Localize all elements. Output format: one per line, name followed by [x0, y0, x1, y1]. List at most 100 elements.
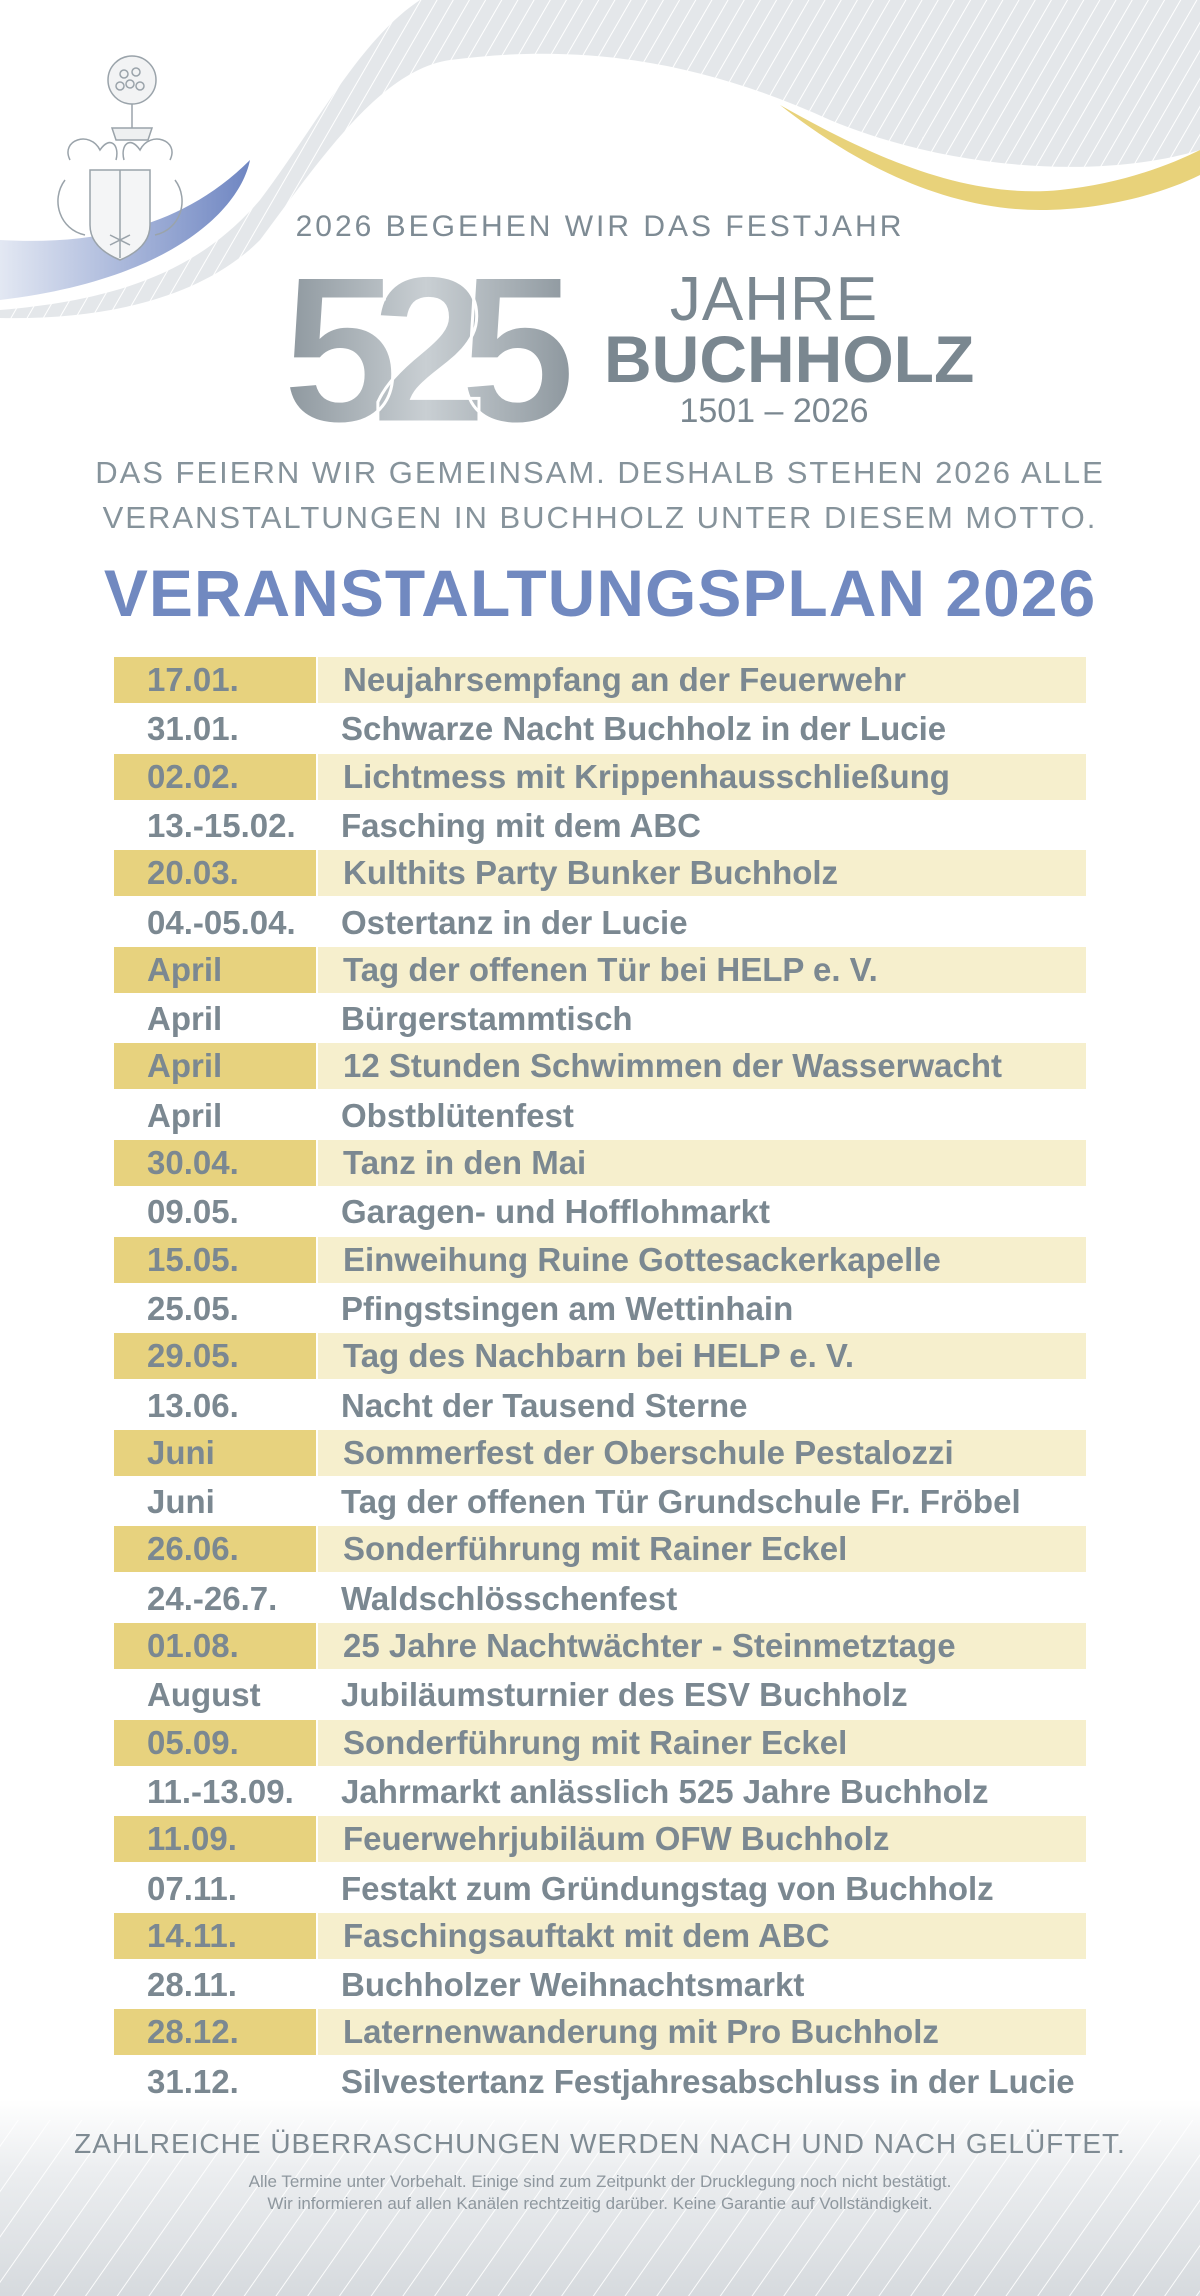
event-row: 02.02. Lichtmess mit Krippenhausschließun… [114, 753, 1086, 800]
event-row: 17.01. Neujahrsempfang an der Feuerwehr [114, 657, 1086, 703]
event-date: 28.11. [147, 1966, 237, 2004]
event-row: 11.09. Feuerwehrjubiläum OFW Buchholz [114, 1816, 1086, 1863]
event-row: 01.08. 25 Jahre Nachtwächter - Steinmetzt… [114, 1622, 1086, 1669]
event-row: 28.12. Laternenwanderung mit Pro Buchholz [114, 2009, 1086, 2056]
event-title: Sommerfest der Oberschule Pestalozzi [318, 1429, 1086, 1476]
event-row: Juni Sommerfest der Oberschule Pestalozzi [114, 1429, 1086, 1476]
event-title: Silvestertanz Festjahresabschluss in der… [341, 2062, 1075, 2100]
logo-years: 1501 – 2026 [679, 392, 869, 430]
event-row: 24.-26.7. Waldschlösschenfest [114, 1575, 1086, 1623]
event-row: 31.01. Schwarze Nacht Buchholz in der Luc… [114, 705, 1086, 753]
surprise-banner: ZAHLREICHE ÜBERRASCHUNGEN WERDEN NACH UN… [74, 2128, 1126, 2159]
event-date: 13.-15.02. [147, 807, 296, 845]
header-wave-decoration [0, 0, 1200, 319]
event-title: Fasching mit dem ABC [341, 807, 701, 845]
event-title: Sonderführung mit Rainer Eckel [318, 1526, 1086, 1573]
event-title: Tag der offenen Tür bei HELP e. V. [318, 946, 1086, 993]
event-row: April Obstblütenfest [114, 1092, 1086, 1140]
event-date: 17.01. [114, 657, 316, 703]
event-date: 24.-26.7. [147, 1579, 278, 1617]
event-date: 05.09. [114, 1719, 316, 1766]
event-title: Laternenwanderung mit Pro Buchholz [318, 2009, 1086, 2056]
logo-525-icon: 525 [280, 262, 580, 432]
event-date: 02.02. [114, 753, 316, 800]
event-row: August Jubiläumsturnier des ESV Buchholz [114, 1671, 1086, 1719]
event-row: 31.12. Silvestertanz Festjahresabschluss … [114, 2058, 1086, 2106]
event-list: 17.01. Neujahrsempfang an der Feuerwehr 31… [114, 657, 1086, 2106]
event-title: Ostertanz in der Lucie [341, 903, 688, 941]
event-date: Juni [114, 1429, 316, 1476]
event-title: Sonderführung mit Rainer Eckel [318, 1719, 1086, 1766]
event-row: April 12 Stunden Schwimmen der Wasserwach… [114, 1043, 1086, 1090]
festjahr-subtitle: 2026 BEGEHEN WIR DAS FESTJAHR [295, 210, 905, 243]
event-title: Pfingstsingen am Wettinhain [341, 1290, 794, 1327]
event-date: 25.05. [147, 1290, 239, 1327]
event-row: April Tag der offenen Tür bei HELP e. V. [114, 946, 1086, 993]
event-row: 30.04. Tanz in den Mai [114, 1139, 1086, 1186]
event-date: 11.09. [114, 1816, 316, 1863]
event-row: 13.06. Nacht der Tausend Sterne [114, 1381, 1086, 1429]
event-title: Garagen- und Hofflohmarkt [341, 1193, 771, 1231]
event-row: 15.05. Einweihung Ruine Gottesackerkapell… [114, 1236, 1086, 1283]
coat-of-arms-icon [57, 55, 183, 261]
event-row: 13.-15.02. Fasching mit dem ABC [114, 802, 1086, 850]
event-title: 25 Jahre Nachtwächter - Steinmetztage [318, 1622, 1086, 1669]
event-title: Jahrmarkt anlässlich 525 Jahre Buchholz [341, 1772, 989, 1810]
event-row: 07.11. Festakt zum Gründungstag von Buchh… [114, 1864, 1086, 1912]
event-row: 28.11. Buchholzer Weihnachtsmarkt [114, 1961, 1086, 2009]
event-date: 14.11. [114, 1912, 316, 1959]
event-row: 26.06. Sonderführung mit Rainer Eckel [114, 1526, 1086, 1573]
event-date: 28.12. [114, 2009, 316, 2056]
event-title: Waldschlösschenfest [341, 1579, 678, 1617]
event-title: Einweihung Ruine Gottesackerkapelle [318, 1236, 1086, 1283]
event-title: Tag des Nachbarn bei HELP e. V. [318, 1333, 1086, 1380]
event-date: 13.06. [147, 1386, 239, 1424]
event-title: Faschingsauftakt mit dem ABC [318, 1912, 1086, 1959]
event-date: Juni [147, 1483, 215, 1521]
disclaimer-line-2: Wir informieren auf allen Kanälen rechtz… [267, 2194, 933, 2213]
page-title: VERANSTALTUNGSPLAN 2026 [103, 556, 1097, 630]
event-date: 31.12. [147, 2062, 239, 2100]
event-title: 12 Stunden Schwimmen der Wasserwacht [318, 1043, 1086, 1090]
event-row: 29.05. Tag des Nachbarn bei HELP e. V. [114, 1333, 1086, 1380]
event-date: 07.11. [147, 1869, 237, 1907]
event-title: Obstblütenfest [341, 1096, 574, 1134]
footer-stripe-decoration [0, 2100, 1200, 2296]
event-date: August [147, 1676, 261, 1714]
event-title: Bürgerstammtisch [341, 1000, 633, 1038]
disclaimer-line-1: Alle Termine unter Vorbehalt. Einige sin… [248, 2172, 952, 2191]
event-date: 31.01. [147, 710, 239, 748]
event-row: 09.05. Garagen- und Hofflohmarkt [114, 1188, 1086, 1236]
event-title: Kulthits Party Bunker Buchholz [318, 850, 1086, 897]
svg-text:525: 525 [282, 262, 571, 432]
event-title: Neujahrsempfang an der Feuerwehr [318, 657, 1086, 703]
logo-buchholz: BUCHHOLZ [604, 322, 975, 396]
event-date: April [147, 1096, 223, 1134]
event-date: 29.05. [114, 1333, 316, 1380]
event-title: Jubiläumsturnier des ESV Buchholz [341, 1676, 908, 1714]
event-date: 11.-13.09. [147, 1772, 294, 1810]
event-row: 14.11. Faschingsauftakt mit dem ABC [114, 1912, 1086, 1959]
event-date: 15.05. [114, 1236, 316, 1283]
event-date: April [114, 1043, 316, 1090]
event-title: Buchholzer Weihnachtsmarkt [341, 1966, 805, 2004]
event-row: 20.03. Kulthits Party Bunker Buchholz [114, 850, 1086, 897]
event-row: 04.-05.04. Ostertanz in der Lucie [114, 898, 1086, 946]
event-date: 20.03. [114, 850, 316, 897]
logo-jahre: JAHRE [669, 265, 879, 334]
event-row: Juni Tag der offenen Tür Grundschule Fr. … [114, 1478, 1086, 1526]
event-title: Festakt zum Gründungstag von Buchholz [341, 1869, 994, 1907]
event-row: 25.05. Pfingstsingen am Wettinhain [114, 1285, 1086, 1333]
motto-line-2: VERANSTALTUNGEN IN BUCHHOLZ UNTER DIESEM… [102, 500, 1098, 535]
event-row: April Bürgerstammtisch [114, 995, 1086, 1043]
event-date: April [114, 946, 316, 993]
event-title: Lichtmess mit Krippenhausschließung [318, 753, 1086, 800]
event-row: 05.09. Sonderführung mit Rainer Eckel [114, 1719, 1086, 1766]
event-date: April [147, 1000, 223, 1038]
event-date: 30.04. [114, 1139, 316, 1186]
event-title: Feuerwehrjubiläum OFW Buchholz [318, 1816, 1086, 1863]
event-title: Tanz in den Mai [318, 1139, 1086, 1186]
motto-line-1: DAS FEIERN WIR GEMEINSAM. DESHALB STEHEN… [95, 455, 1105, 490]
event-row: 11.-13.09. Jahrmarkt anlässlich 525 Jahre… [114, 1768, 1086, 1816]
event-date: 04.-05.04. [147, 903, 296, 941]
